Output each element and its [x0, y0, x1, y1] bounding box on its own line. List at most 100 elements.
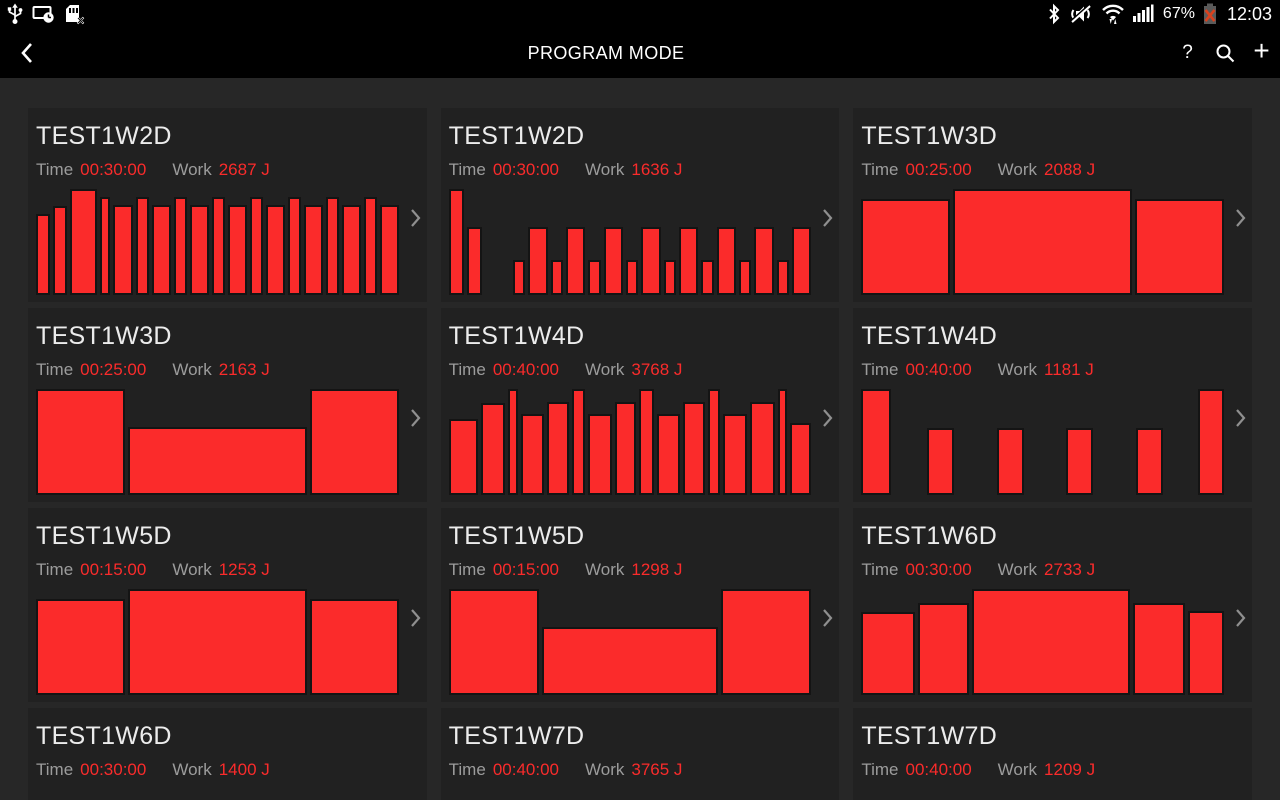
card-title: TEST1W4D: [448, 322, 585, 350]
card-title: TEST1W4D: [861, 322, 998, 350]
help-label: ?: [1182, 42, 1193, 63]
chevron-right-icon[interactable]: [821, 607, 834, 629]
card-title: TEST1W3D: [861, 122, 998, 150]
chart-bar: [309, 598, 399, 695]
program-card[interactable]: TEST1W6D Time 00:30:00 Work 2733 J: [853, 508, 1252, 702]
work-value: 2088 J: [1044, 160, 1096, 179]
card-meta: Time 00:30:00 Work 1636 J: [449, 160, 832, 180]
time-label: Time: [448, 160, 486, 179]
chevron-right-icon[interactable]: [1234, 207, 1247, 229]
time-label: Time: [448, 760, 486, 779]
chart-bar: [1134, 198, 1224, 295]
chart-bar: [789, 422, 812, 495]
program-card[interactable]: TEST1W5D Time 00:15:00 Work 1298 J: [440, 508, 840, 702]
battery-error-icon: [1203, 3, 1216, 24]
chart-bar: [1066, 428, 1094, 495]
program-card[interactable]: TEST1W2D Time 00:30:00 Work 1636 J: [440, 108, 840, 302]
work-label: Work: [997, 560, 1038, 579]
work-value: 2733 J: [1044, 560, 1096, 579]
chevron-right-icon[interactable]: [821, 407, 834, 429]
chevron-right-icon[interactable]: [409, 407, 422, 429]
program-chart: [861, 789, 1224, 800]
work-label: Work: [172, 760, 212, 779]
program-chart: [861, 589, 1224, 695]
chart-bar: [211, 197, 225, 295]
chart-bar: [953, 189, 1132, 295]
chart-bar: [739, 260, 752, 295]
work-value: 3765 J: [631, 760, 683, 779]
card-meta: Time 00:30:00 Work 1400 J: [36, 760, 419, 780]
usb-icon: [7, 3, 23, 24]
program-card[interactable]: TEST1W5D Time 00:15:00 Work 1253 J: [28, 508, 427, 702]
chart-bar: [927, 428, 955, 495]
work-value: 2687 J: [218, 160, 270, 179]
chart-bar: [546, 401, 569, 495]
time-label: Time: [861, 360, 899, 379]
card-meta: Time 00:40:00 Work 1209 J: [861, 760, 1244, 780]
chart-bar: [1132, 602, 1185, 695]
time-value: 00:30:00: [905, 560, 972, 579]
chart-bar: [36, 389, 126, 495]
chart-bar: [721, 589, 812, 695]
chart-bar: [656, 414, 681, 495]
add-label: +: [1253, 35, 1270, 66]
chart-bar: [716, 227, 737, 295]
program-chart: [36, 189, 399, 295]
card-meta: Time 00:40:00 Work 3765 J: [449, 760, 832, 780]
chart-bar: [227, 204, 247, 295]
page-title: PROGRAM MODE: [527, 42, 685, 63]
chart-bar: [173, 197, 187, 295]
chart-bar: [363, 197, 377, 295]
chevron-left-icon: [21, 43, 32, 63]
program-card[interactable]: TEST1W4D Time 00:40:00 Work 1181 J: [853, 308, 1252, 502]
chart-bar: [550, 260, 563, 295]
add-button[interactable]: +: [1243, 28, 1280, 78]
chevron-right-icon[interactable]: [821, 207, 834, 229]
search-button[interactable]: [1206, 28, 1243, 78]
chart-bar: [128, 427, 307, 495]
work-label: Work: [172, 160, 212, 179]
chevron-right-icon[interactable]: [409, 607, 422, 629]
program-card[interactable]: TEST1W3D Time 00:25:00 Work 2163 J: [28, 308, 427, 502]
chart-bar: [917, 602, 970, 695]
wifi-icon: [1102, 4, 1124, 24]
card-title: TEST1W5D: [448, 522, 585, 550]
program-card[interactable]: TEST1W7D Time 00:40:00 Work 1209 J: [853, 708, 1252, 800]
chevron-right-icon[interactable]: [409, 207, 422, 229]
app-bar-actions: ? +: [1169, 28, 1280, 78]
chart-bar: [707, 389, 721, 495]
program-chart: [449, 789, 812, 800]
program-card[interactable]: TEST1W6D Time 00:30:00 Work 1400 J: [28, 708, 427, 800]
chevron-right-icon[interactable]: [1234, 607, 1247, 629]
work-value: 1636 J: [631, 160, 683, 179]
time-value: 00:15:00: [492, 560, 559, 579]
chart-bar: [679, 227, 699, 295]
chart-bar: [571, 389, 586, 495]
chart-bar: [309, 389, 399, 495]
chart-bar: [265, 204, 285, 295]
time-label: Time: [861, 760, 899, 779]
time-value: 00:30:00: [80, 760, 147, 779]
card-title: TEST1W5D: [36, 522, 172, 550]
chart-bar: [508, 389, 518, 495]
chevron-right-icon[interactable]: [1234, 407, 1247, 429]
status-left-icons: [5, 3, 85, 25]
chart-bar: [36, 598, 126, 695]
program-card[interactable]: TEST1W4D Time 00:40:00 Work 3768 J: [440, 308, 840, 502]
program-card[interactable]: TEST1W2D Time 00:30:00 Work 2687 J: [28, 108, 427, 302]
search-icon: [1216, 44, 1234, 63]
chart-bar: [249, 197, 263, 295]
program-card[interactable]: TEST1W3D Time 00:25:00 Work 2088 J: [853, 108, 1252, 302]
work-label: Work: [585, 560, 625, 579]
program-chart: [36, 789, 399, 800]
time-value: 00:15:00: [80, 560, 147, 579]
chart-bar: [754, 227, 774, 295]
program-chart: [448, 189, 812, 295]
chart-bar: [448, 418, 479, 495]
cards-grid: TEST1W2D Time 00:30:00 Work 2687 J TEST1…: [0, 78, 1280, 800]
program-chart: [861, 189, 1224, 295]
back-button[interactable]: [0, 28, 54, 78]
no-sim-icon: [66, 5, 85, 25]
program-card[interactable]: TEST1W7D Time 00:40:00 Work 3765 J: [440, 708, 840, 800]
help-button[interactable]: ?: [1169, 28, 1206, 78]
